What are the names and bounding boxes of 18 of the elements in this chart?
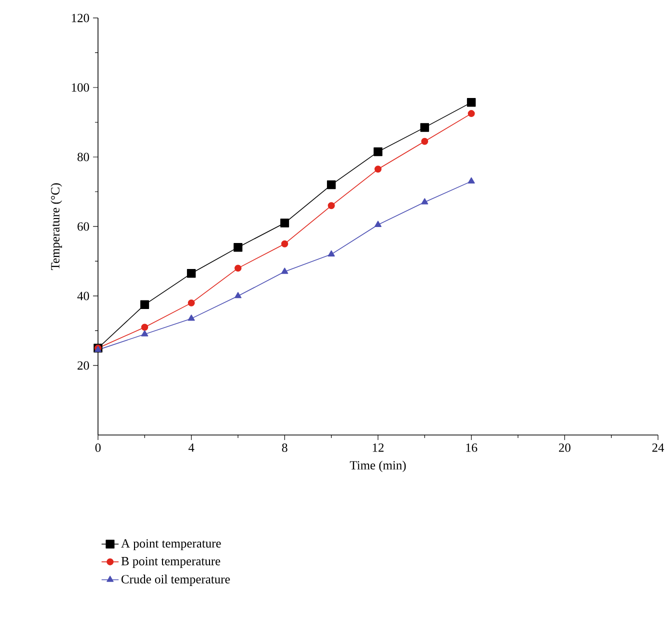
legend-label: A point temperature: [121, 539, 221, 550]
x-tick-label: 12: [372, 443, 384, 452]
y-axis-title: Temperature (°C): [50, 183, 62, 270]
x-tick-label: 24: [652, 443, 664, 452]
x-tick-label: 8: [282, 443, 288, 452]
legend-label: B point temperature: [121, 556, 220, 568]
y-tick-label: 20: [78, 361, 90, 370]
y-tick-label: 80: [78, 152, 90, 162]
x-tick-label: 0: [95, 443, 101, 452]
y-tick-label: 100: [72, 83, 90, 92]
x-tick-label: 4: [188, 443, 194, 452]
x-tick-label: 20: [558, 443, 570, 452]
y-tick-label: 120: [72, 14, 90, 22]
y-tick-label: 40: [77, 292, 90, 300]
x-tick-label: 16: [466, 443, 478, 452]
y-tick-label: 60: [78, 222, 90, 231]
legend-label: Crude oil temperature: [122, 574, 230, 586]
x-axis-title: Time (min): [350, 460, 406, 472]
